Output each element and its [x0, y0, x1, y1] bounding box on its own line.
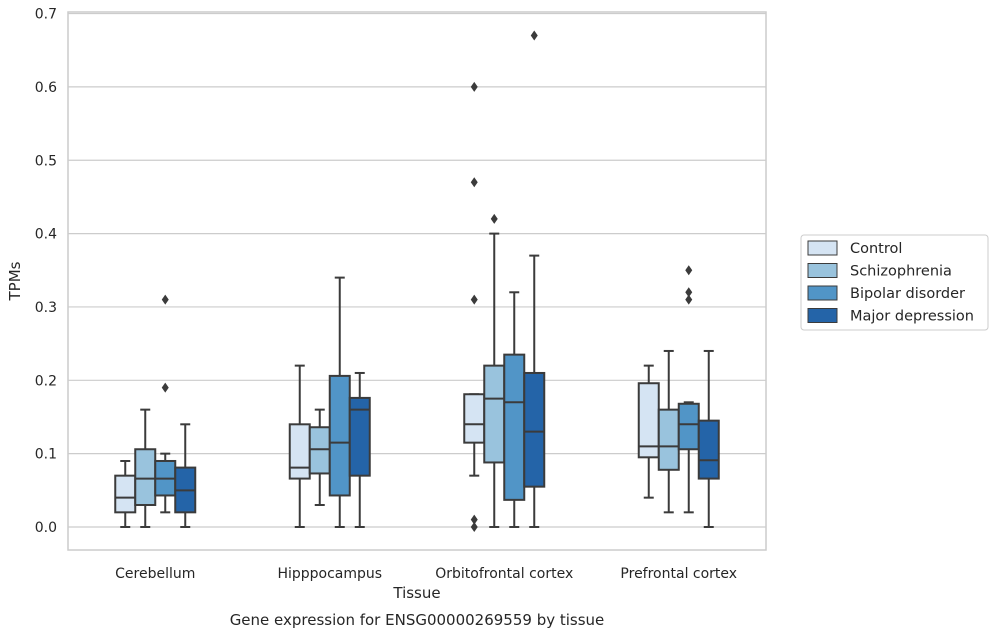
x-axis-label: Tissue [392, 584, 440, 602]
box [308, 408, 331, 506]
legend-swatch [807, 240, 838, 256]
y-tick-label: 0.3 [35, 300, 57, 316]
x-tick-label: Orbitofrontal cortex [435, 566, 573, 582]
box-body [134, 448, 157, 506]
chart-caption: Gene expression for ENSG00000269559 by t… [230, 611, 605, 629]
box [134, 408, 157, 528]
y-tick-label: 0.5 [35, 153, 57, 169]
legend-swatch [807, 285, 838, 301]
box-body [328, 374, 351, 497]
legend-swatch [807, 263, 838, 278]
y-tick-label: 0.6 [35, 80, 57, 96]
y-axis-ticks: 0.0 0.1 0.2 0.3 0.4 0.5 0.6 0.7 [35, 7, 57, 536]
box-body [463, 393, 486, 444]
outlier-point [161, 294, 169, 305]
box [483, 213, 506, 528]
outlier-point [530, 30, 538, 41]
box [523, 30, 546, 528]
x-tick-label: Hipppocampus [277, 566, 382, 582]
box-body [503, 353, 526, 501]
outlier-point [685, 294, 693, 305]
outlier-point [470, 294, 478, 305]
box-body [348, 396, 371, 477]
box [114, 459, 137, 528]
legend-swatch [807, 308, 838, 323]
outlier-point [470, 81, 478, 92]
x-tick-label: Cerebellum [115, 566, 195, 582]
y-axis-label: TPMs [6, 261, 24, 301]
legend-label: Bipolar disorder [850, 286, 965, 302]
box [503, 291, 526, 528]
box [174, 423, 197, 528]
box [328, 276, 351, 528]
box-body [523, 371, 546, 488]
box [154, 294, 177, 514]
y-tick-label: 0.2 [35, 373, 57, 389]
legend-label: Control [850, 241, 902, 257]
box-body [677, 402, 700, 451]
outlier-point [470, 522, 478, 532]
plot-area-frame [67, 11, 767, 551]
box-body [308, 426, 331, 475]
outlier-point [685, 287, 693, 298]
outlier-point [161, 382, 169, 393]
box [637, 364, 660, 499]
box [288, 364, 311, 528]
box [697, 349, 720, 528]
legend-label: Major depression [850, 309, 974, 325]
box-body [697, 419, 720, 480]
outlier-point [490, 213, 498, 224]
outlier-point [470, 177, 478, 188]
y-tick-label: 0.1 [35, 447, 57, 463]
box [677, 265, 700, 514]
box-body [483, 364, 506, 464]
box-body [657, 408, 680, 471]
box [657, 349, 680, 514]
x-tick-label: Prefrontal cortex [620, 566, 737, 582]
box [348, 371, 371, 528]
legend-label: Schizophrenia [850, 264, 952, 280]
box-body [114, 474, 137, 514]
y-tick-label: 0.0 [35, 520, 57, 536]
outlier-point [685, 265, 693, 276]
legend: Control Schizophrenia Bipolar disorder Majo… [800, 234, 989, 331]
x-axis-ticks: Cerebellum Hipppocampus Orbitofrontal cort… [115, 566, 737, 582]
box-series [114, 30, 720, 532]
legend-frame [800, 234, 989, 331]
y-tick-label: 0.4 [35, 227, 57, 243]
outlier-point [470, 514, 478, 525]
y-tick-label: 0.7 [35, 7, 57, 23]
box-body [288, 423, 311, 480]
